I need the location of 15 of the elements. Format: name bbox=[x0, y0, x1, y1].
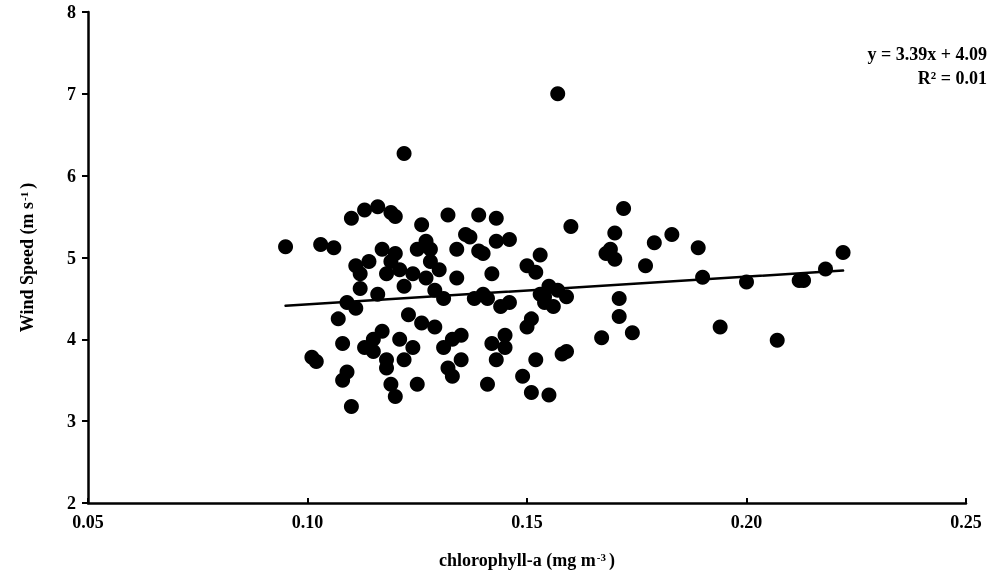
y-tick-label: 5 bbox=[67, 247, 76, 268]
y-axis-title: Wind Speed (m s-1) bbox=[17, 182, 38, 333]
y-tick-label: 7 bbox=[67, 83, 76, 104]
x-tick-label: 0.20 bbox=[730, 512, 763, 532]
x-tick-label: 0.10 bbox=[291, 512, 324, 532]
x-tick-label: 0.25 bbox=[950, 512, 982, 532]
y-tick-label: 3 bbox=[67, 411, 76, 432]
annotation: R² = 0.01 bbox=[917, 68, 987, 88]
annotation: y = 3.39x + 4.09 bbox=[867, 44, 987, 64]
x-tick-label: 0.05 bbox=[72, 512, 104, 532]
y-tick-label: 8 bbox=[67, 2, 76, 22]
y-tick-label: 4 bbox=[67, 329, 76, 350]
y-tick-label: 2 bbox=[67, 493, 76, 513]
y-tick-label: 6 bbox=[67, 165, 76, 186]
x-tick-label: 0.15 bbox=[511, 512, 543, 532]
